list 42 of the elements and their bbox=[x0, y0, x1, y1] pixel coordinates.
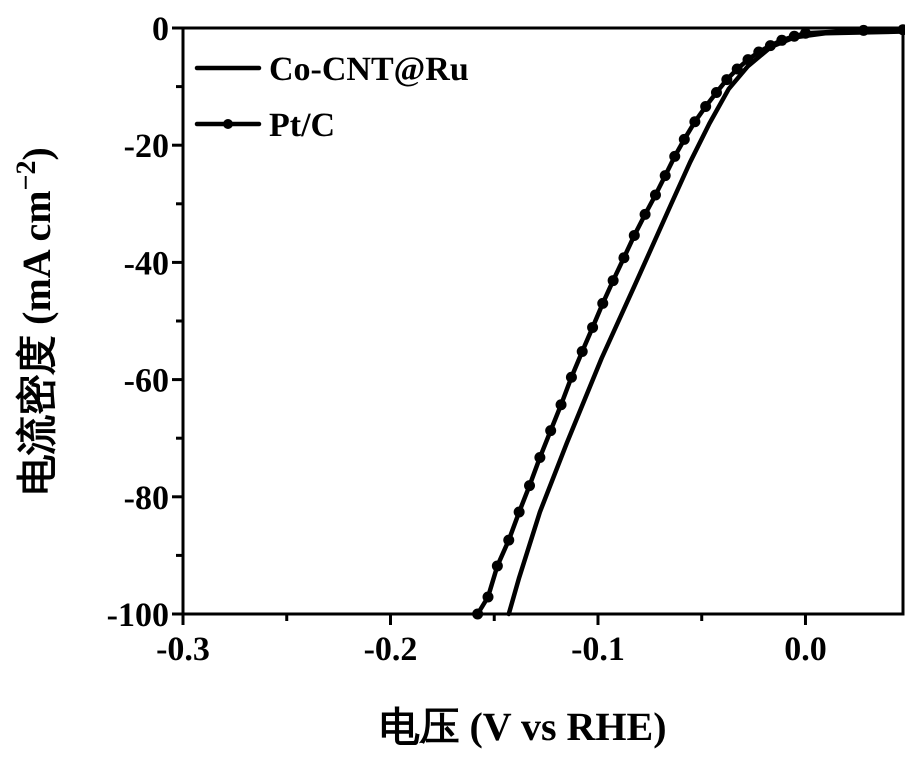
point bbox=[764, 40, 776, 52]
point bbox=[776, 34, 788, 46]
y-tick-label: -80 bbox=[124, 480, 169, 517]
point bbox=[788, 30, 800, 42]
x-tick-label: 0.0 bbox=[784, 631, 827, 668]
x-axis-title: 电压 (V vs RHE) bbox=[379, 704, 667, 749]
y-tick-label: -100 bbox=[106, 597, 169, 634]
point bbox=[689, 116, 700, 128]
point bbox=[566, 372, 577, 383]
point bbox=[678, 134, 690, 145]
point bbox=[545, 425, 556, 436]
legend-label: Co-CNT@Ru bbox=[269, 51, 469, 88]
point bbox=[700, 101, 712, 112]
y-tick-label: 0 bbox=[152, 11, 169, 48]
point bbox=[650, 190, 661, 201]
point bbox=[556, 399, 567, 410]
point bbox=[640, 208, 651, 220]
point bbox=[482, 592, 494, 603]
point bbox=[524, 480, 536, 492]
point bbox=[721, 74, 732, 86]
point bbox=[587, 322, 598, 333]
point bbox=[534, 452, 546, 464]
point bbox=[608, 275, 619, 286]
point bbox=[732, 64, 743, 75]
point bbox=[710, 86, 722, 98]
point bbox=[660, 170, 671, 182]
legend-label: Pt/C bbox=[269, 107, 336, 144]
point bbox=[742, 54, 754, 66]
point bbox=[597, 298, 608, 309]
point bbox=[618, 252, 630, 264]
point bbox=[492, 560, 503, 572]
point bbox=[503, 534, 514, 546]
point bbox=[514, 506, 525, 518]
x-tick-label: -0.3 bbox=[156, 631, 210, 668]
point bbox=[576, 346, 588, 357]
x-tick-label: -0.2 bbox=[364, 631, 418, 668]
y-tick-label: -40 bbox=[124, 245, 169, 282]
point bbox=[628, 230, 640, 241]
y-tick-label: -20 bbox=[124, 128, 169, 166]
x-tick-label: -0.1 bbox=[571, 631, 625, 668]
point bbox=[669, 150, 680, 162]
y-tick-label: -60 bbox=[124, 362, 169, 400]
